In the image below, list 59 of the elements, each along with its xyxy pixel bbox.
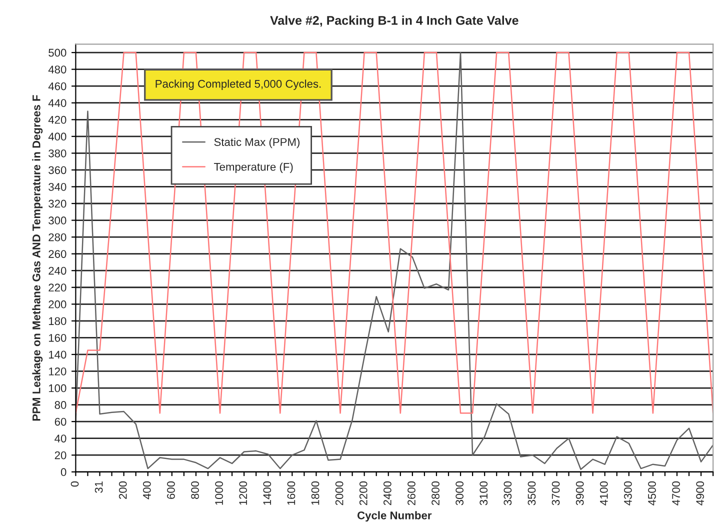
x-tick-label: 4700 (672, 481, 680, 506)
x-tick-label: 3100 (480, 481, 488, 506)
x-tick-label: 600 (167, 481, 175, 499)
x-tick-label: 2600 (408, 481, 416, 506)
y-tick-label: 220 (48, 284, 66, 292)
y-tick-label: 500 (48, 48, 66, 57)
chart-title: Valve #2, Packing B-1 in 4 Inch Gate Valve (270, 16, 518, 28)
x-tick-label: 400 (142, 481, 151, 500)
x-tick-label: 0 (70, 481, 79, 487)
y-tick-label: 60 (54, 418, 66, 426)
y-tick-label: 440 (48, 99, 66, 107)
x-tick-label: 4100 (600, 481, 608, 506)
y-tick-label: 340 (48, 183, 66, 191)
x-tick-label: 4300 (624, 481, 632, 506)
x-tick-label: 800 (191, 481, 199, 499)
y-axis-title: PPM Leakage on Methane Gas AND Temperature in Degrees F (32, 95, 43, 421)
y-tick-label: 240 (48, 266, 66, 275)
x-tick-label: 3900 (576, 481, 584, 506)
y-tick-label: 120 (48, 368, 66, 376)
y-tick-label: 280 (48, 233, 66, 242)
y-tick-label: 40 (54, 434, 66, 442)
x-tick-label: 200 (118, 481, 127, 499)
y-tick-label: 320 (48, 200, 66, 208)
x-tick-label: 4500 (648, 481, 656, 506)
y-tick-label: 420 (48, 116, 66, 124)
x-tick-label: 2000 (335, 481, 344, 506)
y-tick-label: 80 (54, 401, 66, 409)
y-tick-label: 400 (48, 132, 66, 141)
x-tick-label: 31 (94, 481, 103, 493)
legend-label: Temperature (F) (214, 162, 293, 173)
y-tick-label: 160 (48, 334, 66, 342)
x-tick-label: 1000 (215, 481, 223, 505)
y-tick-label: 460 (48, 82, 66, 90)
x-tick-label: 3000 (456, 481, 464, 506)
y-tick-label: 0 (60, 468, 66, 476)
x-tick-label: 3500 (528, 481, 536, 506)
x-tick-label: 4900 (696, 481, 704, 506)
y-tick-label: 380 (48, 149, 66, 158)
y-tick-label: 20 (54, 451, 66, 460)
legend-label: Static Max (PPM) (214, 138, 300, 148)
y-tick-label: 180 (48, 317, 66, 326)
y-tick-label: 260 (48, 250, 66, 258)
x-tick-label: 3300 (504, 481, 512, 506)
y-tick-label: 300 (48, 216, 66, 224)
annotation: Packing Completed 5,000 Cycles. (156, 80, 321, 90)
x-tick-label: 1800 (311, 481, 320, 505)
y-tick-label: 360 (48, 166, 66, 174)
x-tick-label: 3700 (552, 481, 560, 506)
x-tick-label: 2800 (432, 481, 440, 506)
y-tick-label: 200 (48, 300, 66, 308)
x-tick-label: 2200 (359, 481, 368, 506)
y-tick-label: 100 (48, 384, 66, 392)
x-axis-title: Cycle Number (357, 511, 432, 522)
x-tick-label: 1600 (287, 481, 296, 505)
x-tick-label: 1400 (263, 481, 272, 505)
y-tick-label: 140 (48, 350, 66, 359)
x-tick-label: 2400 (383, 481, 392, 506)
y-tick-label: 480 (48, 66, 66, 74)
x-tick-label: 1200 (239, 481, 248, 505)
